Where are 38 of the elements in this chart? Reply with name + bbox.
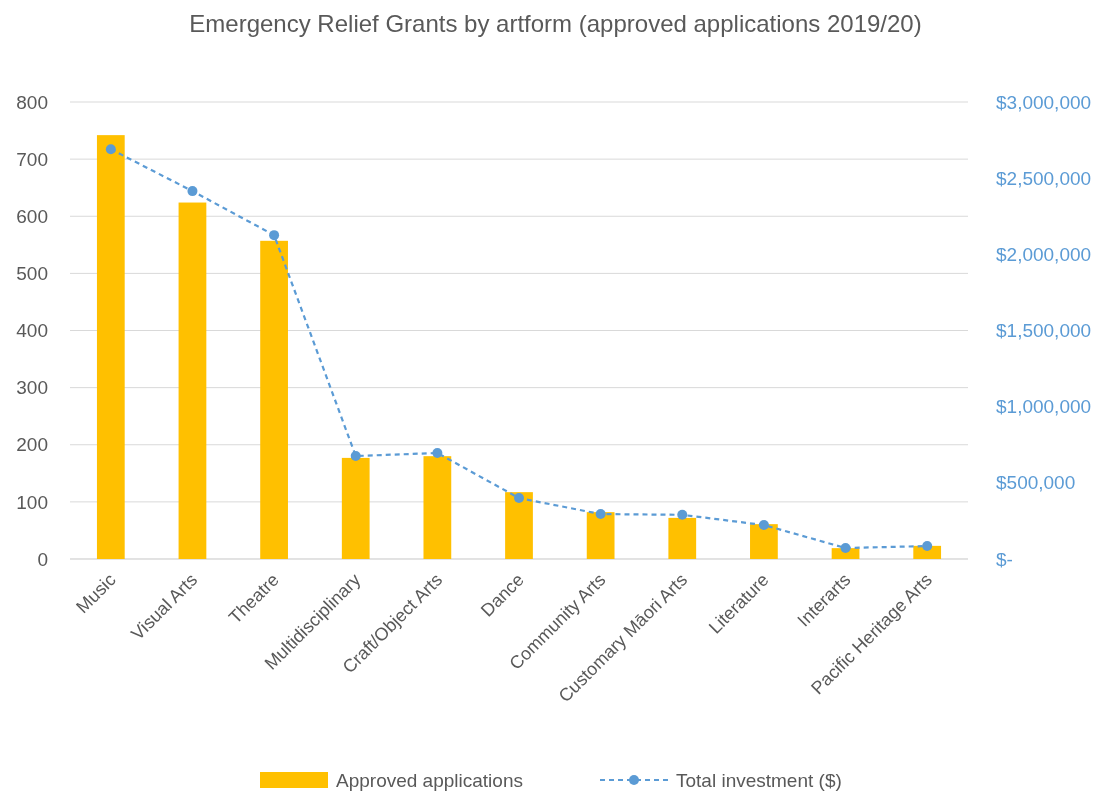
- point: [269, 230, 280, 241]
- y2-tick-label: $2,000,000: [996, 243, 1092, 265]
- y2-tick-label: $-: [996, 548, 1013, 570]
- bar: [341, 457, 370, 559]
- y2-tick-label: $2,500,000: [996, 167, 1092, 189]
- point: [514, 493, 524, 504]
- y-tick-label: 800: [16, 91, 48, 113]
- y2-tick-label: $1,000,000: [996, 396, 1092, 418]
- y2-tick-label: $3,000,000: [996, 91, 1092, 113]
- point: [595, 509, 606, 520]
- point: [432, 447, 443, 458]
- bar: [423, 456, 452, 559]
- y2-tick-label: $500,000: [996, 472, 1076, 494]
- bar: [586, 512, 615, 559]
- y2-tick-label: $1,500,000: [996, 320, 1092, 342]
- y-tick-label: 100: [16, 491, 48, 513]
- bar: [668, 517, 697, 559]
- point: [840, 543, 851, 554]
- bar: [260, 240, 288, 559]
- bar: [178, 202, 207, 559]
- y-tick-label: 400: [16, 320, 48, 342]
- bar: [750, 524, 778, 559]
- y-tick-label: 300: [16, 377, 48, 399]
- y-tick-label: 200: [16, 434, 48, 456]
- legend-label: Approved applications: [336, 769, 523, 791]
- point: [187, 186, 198, 197]
- legend-label: Total investment ($): [676, 769, 842, 791]
- point: [677, 509, 688, 520]
- chart-title: Emergency Relief Grants by artform (approved applications 2019/20): [189, 10, 922, 37]
- y-tick-label: 500: [16, 263, 48, 285]
- point: [350, 451, 361, 462]
- y-tick-label: 0: [37, 548, 48, 570]
- bar: [505, 492, 533, 559]
- y-tick-label: 700: [16, 148, 48, 170]
- bar: [96, 135, 125, 559]
- point: [758, 520, 769, 531]
- y-tick-label: 600: [16, 205, 48, 227]
- point: [105, 144, 116, 155]
